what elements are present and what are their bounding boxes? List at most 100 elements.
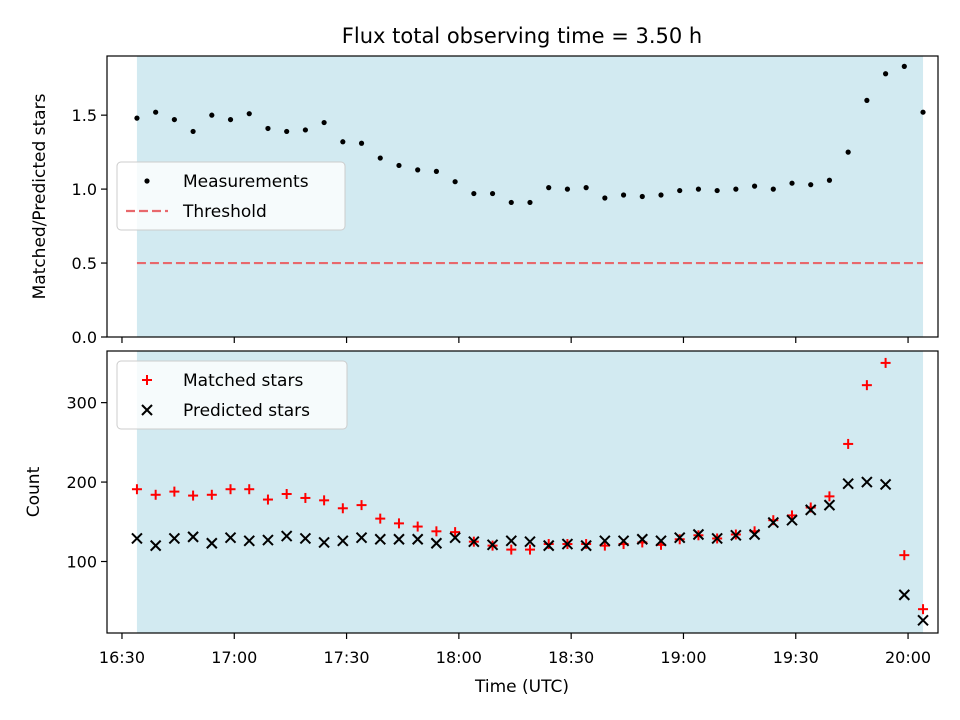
matched-star-point [824,491,835,502]
matched-star-point [150,489,161,500]
measurement-point [602,195,608,201]
predicted-star-point [243,535,255,547]
measurement-point [415,167,421,173]
measurement-point [901,63,907,69]
measurement-point [171,116,177,123]
predicted-star-point [655,535,667,547]
legend-marker [142,375,152,385]
y-axis-label: Matched/Predicted stars [30,93,50,299]
measurement-point [770,186,776,192]
matched-star-point [543,539,554,550]
y-tick-label: 200 [66,473,97,492]
y-tick-label: 100 [66,553,97,572]
predicted-star-point [786,514,798,526]
predicted-star-point [599,535,611,547]
matched-star-point [393,518,404,529]
predicted-star-point [262,534,274,546]
matched-star-point [300,492,311,503]
y-tick-label: 1.0 [72,180,97,199]
matched-star-point [131,484,142,495]
legend-marker [141,404,153,416]
matched-star-point [319,495,330,506]
predicted-star-point [318,536,330,549]
x-tick-label: 17:00 [211,648,257,667]
legend: Measurements Threshold [116,161,346,231]
predicted-star-point [711,532,723,545]
predicted-star-point [617,535,630,547]
measurement-point [564,186,571,192]
measurement-point [527,199,533,206]
measurement-point [190,128,196,135]
matched-star-point [524,544,535,555]
measurement-point [471,190,477,197]
y-tick-label: 1.5 [72,106,97,125]
x-tick-label: 20:00 [885,648,931,667]
legend-label: Measurements [183,172,309,192]
predicted-star-point [468,535,480,548]
measurement-point [677,187,683,194]
legend-label: Matched stars [183,371,303,391]
matched-star-point [262,494,273,505]
measurement-point [153,109,159,115]
measurement-point [358,140,365,146]
predicted-star-point [580,539,592,552]
predicted-star-point [355,531,368,544]
axes-frame [106,350,939,634]
predicted-star-point [374,533,386,545]
predicted-star-point [430,537,443,549]
measurement-point [845,149,851,155]
measurement-point [864,97,870,103]
measurement-point [321,119,327,126]
predicted-star-point [131,532,143,545]
x-tick-label: 16:30 [99,648,145,667]
matched-star-point [880,357,891,368]
x-tick-label: 17:30 [324,648,370,667]
measurement-point [826,177,833,183]
measurement-point [246,111,252,117]
legend-marker [144,178,150,184]
legend-label: Predicted stars [183,401,310,421]
predicted-star-point [861,476,873,488]
predicted-star-point [337,535,349,547]
matched-star-point [506,544,517,555]
measurement-point [658,192,664,198]
matched-star-point [674,534,685,545]
matched-star-point [244,484,255,495]
y-tick-label: 300 [66,394,97,413]
panel-2: 100 200 300 16:30 17:00 17:30 18:00 18:30 19:00 1… [24,350,939,667]
measurement-point [340,139,346,145]
measurement-point [620,192,627,198]
measurement-point [714,187,720,194]
matched-star-point [861,380,872,391]
matched-star-point [918,604,929,615]
measurement-point [209,112,215,118]
predicted-star-point [692,528,705,541]
measurement-point [284,128,290,135]
measurement-point [377,155,383,161]
y-tick-label: 0.0 [72,328,97,347]
axes-frame [106,55,939,338]
x-axis-label: Time (UTC) [474,677,569,697]
predicted-star-point [898,589,911,601]
measurement-point [546,185,552,191]
measurement-point [583,185,589,191]
measurement-point [695,186,702,192]
predicted-star-point [823,499,836,511]
predicted-star-point [393,533,405,545]
matched-star-point [581,539,592,550]
measurement-point [302,127,308,133]
predicted-star-point [542,539,555,552]
matched-star-point [412,521,423,532]
predicted-star-point [767,516,780,529]
matched-star-point [450,527,461,538]
measurement-point [808,182,814,188]
matched-star-point [843,438,854,449]
predicted-star-point [411,533,424,545]
matched-star-point [281,488,292,499]
measurement-point [433,168,440,174]
predicted-star-point [879,478,892,491]
x-tick-label: 19:30 [773,648,819,667]
matched-star-point [599,540,610,551]
legend: Matched stars Predicted stars [116,360,348,430]
predicted-star-point [636,533,648,545]
